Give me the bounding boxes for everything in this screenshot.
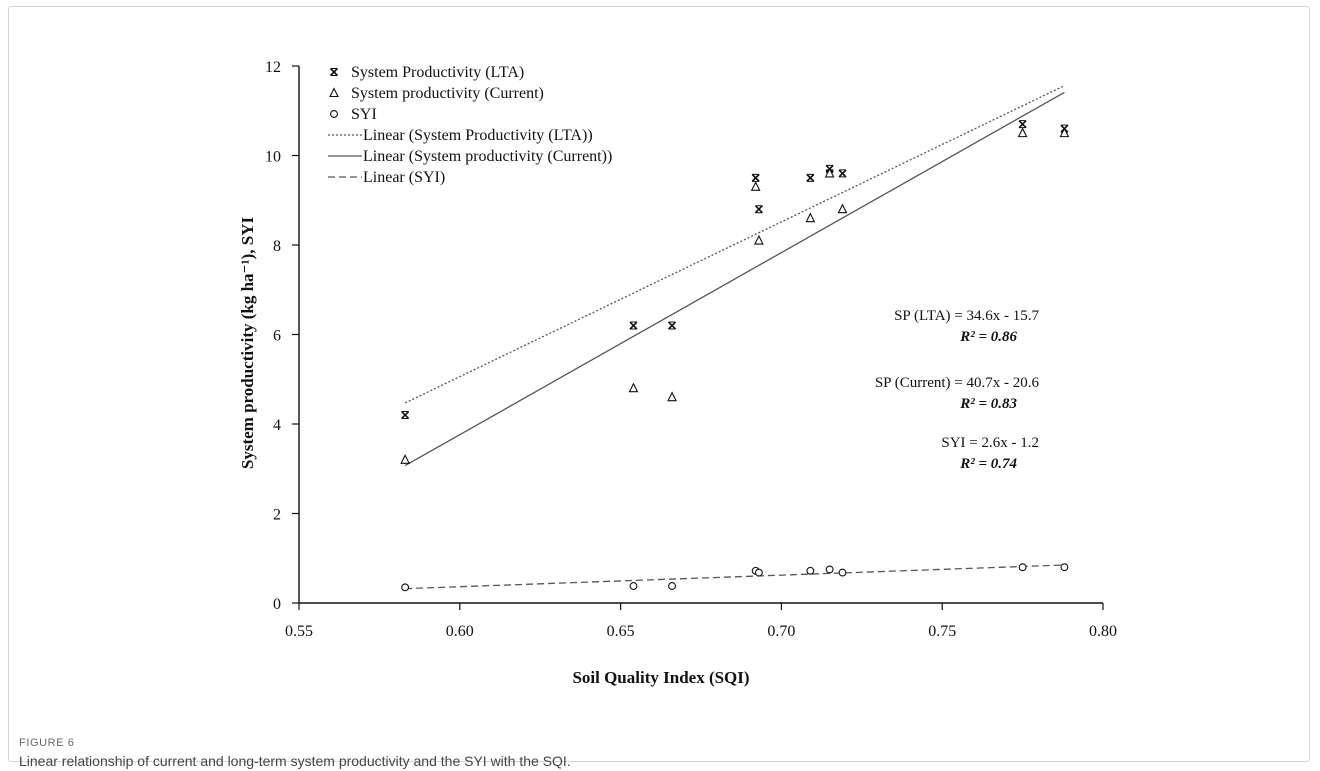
trendline <box>404 85 1065 404</box>
legend: System Productivity (LTA) System producti… <box>328 64 612 186</box>
point-lta <box>1018 120 1027 129</box>
y-tick-label: 0 <box>273 596 281 613</box>
data-points <box>400 120 1070 592</box>
axes: 0.55 0.60 0.65 0.70 0.75 0.80 0 2 4 6 8 10 12 <box>265 59 1117 640</box>
r-squared-label: R² = 0.86 <box>959 329 1017 345</box>
trendline <box>405 564 1065 590</box>
equation-label: SP (Current) = 40.7x - 20.6 <box>875 375 1040 391</box>
figure-caption: Linear relationship of current and long-… <box>19 753 571 769</box>
point-current <box>805 212 816 223</box>
point-current <box>750 181 761 191</box>
y-tick-label: 4 <box>273 417 281 434</box>
legend-label: Linear (System productivity (Current)) <box>363 148 612 165</box>
point-current <box>753 234 764 245</box>
point-syi <box>668 582 677 590</box>
x-tick-label: 0.80 <box>1089 623 1117 640</box>
x-tick-label: 0.70 <box>767 623 795 640</box>
point-syi <box>754 568 763 577</box>
figure-frame: 0.55 0.60 0.65 0.70 0.75 0.80 0 2 4 6 8 10 12 System… <box>8 6 1310 769</box>
x-tick-label: 0.65 <box>607 623 635 640</box>
legend-label: Linear (System Productivity (LTA)) <box>363 127 593 144</box>
legend-marker <box>329 87 339 98</box>
point-current <box>628 382 639 393</box>
point-lta <box>754 205 763 214</box>
point-syi <box>1018 563 1027 572</box>
legend-label: Linear (SYI) <box>363 169 445 186</box>
legend-label: System Productivity (LTA) <box>351 64 524 81</box>
r-squared-label: R² = 0.83 <box>959 396 1017 412</box>
legend-label: System productivity (Current) <box>351 85 544 102</box>
point-current <box>1059 127 1070 138</box>
point-current <box>824 167 835 178</box>
x-tick-label: 0.55 <box>285 623 313 640</box>
point-lta <box>401 410 410 420</box>
point-current <box>667 391 677 402</box>
r-squared-label: R² = 0.74 <box>959 456 1017 472</box>
y-axis-title: System productivity (kg ha⁻¹), SYI <box>238 216 257 469</box>
trendline <box>404 91 1065 467</box>
x-tick-label: 0.60 <box>446 623 474 640</box>
legend-marker <box>329 67 339 77</box>
y-tick-label: 8 <box>273 238 281 255</box>
legend-marker <box>330 110 338 118</box>
point-syi <box>1060 563 1069 572</box>
point-lta <box>667 321 677 330</box>
point-syi <box>401 583 410 592</box>
point-lta <box>806 173 815 182</box>
point-current <box>400 454 411 464</box>
y-tick-label: 2 <box>273 507 281 524</box>
point-lta <box>629 321 638 330</box>
point-current <box>1017 127 1028 138</box>
figure-label: FIGURE 6 <box>19 737 75 749</box>
point-syi <box>825 565 834 574</box>
equation-label: SP (LTA) = 34.6x - 15.7 <box>894 308 1039 324</box>
x-tick-label: 0.75 <box>928 623 956 640</box>
legend-label: SYI <box>351 106 377 123</box>
x-axis-title: Soil Quality Index (SQI) <box>572 668 749 687</box>
point-current <box>837 203 848 214</box>
y-tick-label: 6 <box>273 328 281 345</box>
trendlines <box>404 85 1065 590</box>
point-syi <box>806 566 815 575</box>
point-syi <box>629 582 638 590</box>
point-lta <box>838 169 847 178</box>
equation-label: SYI = 2.6x - 1.2 <box>941 435 1039 451</box>
y-tick-label: 10 <box>265 149 281 166</box>
equation-annotations: SP (LTA) = 34.6x - 15.7 R² = 0.86 SP (Curr… <box>875 308 1040 472</box>
point-lta <box>751 173 760 182</box>
point-syi <box>838 568 847 577</box>
y-tick-label: 12 <box>265 59 281 76</box>
chart-svg: 0.55 0.60 0.65 0.70 0.75 0.80 0 2 4 6 8 10 12 System… <box>238 59 1117 687</box>
